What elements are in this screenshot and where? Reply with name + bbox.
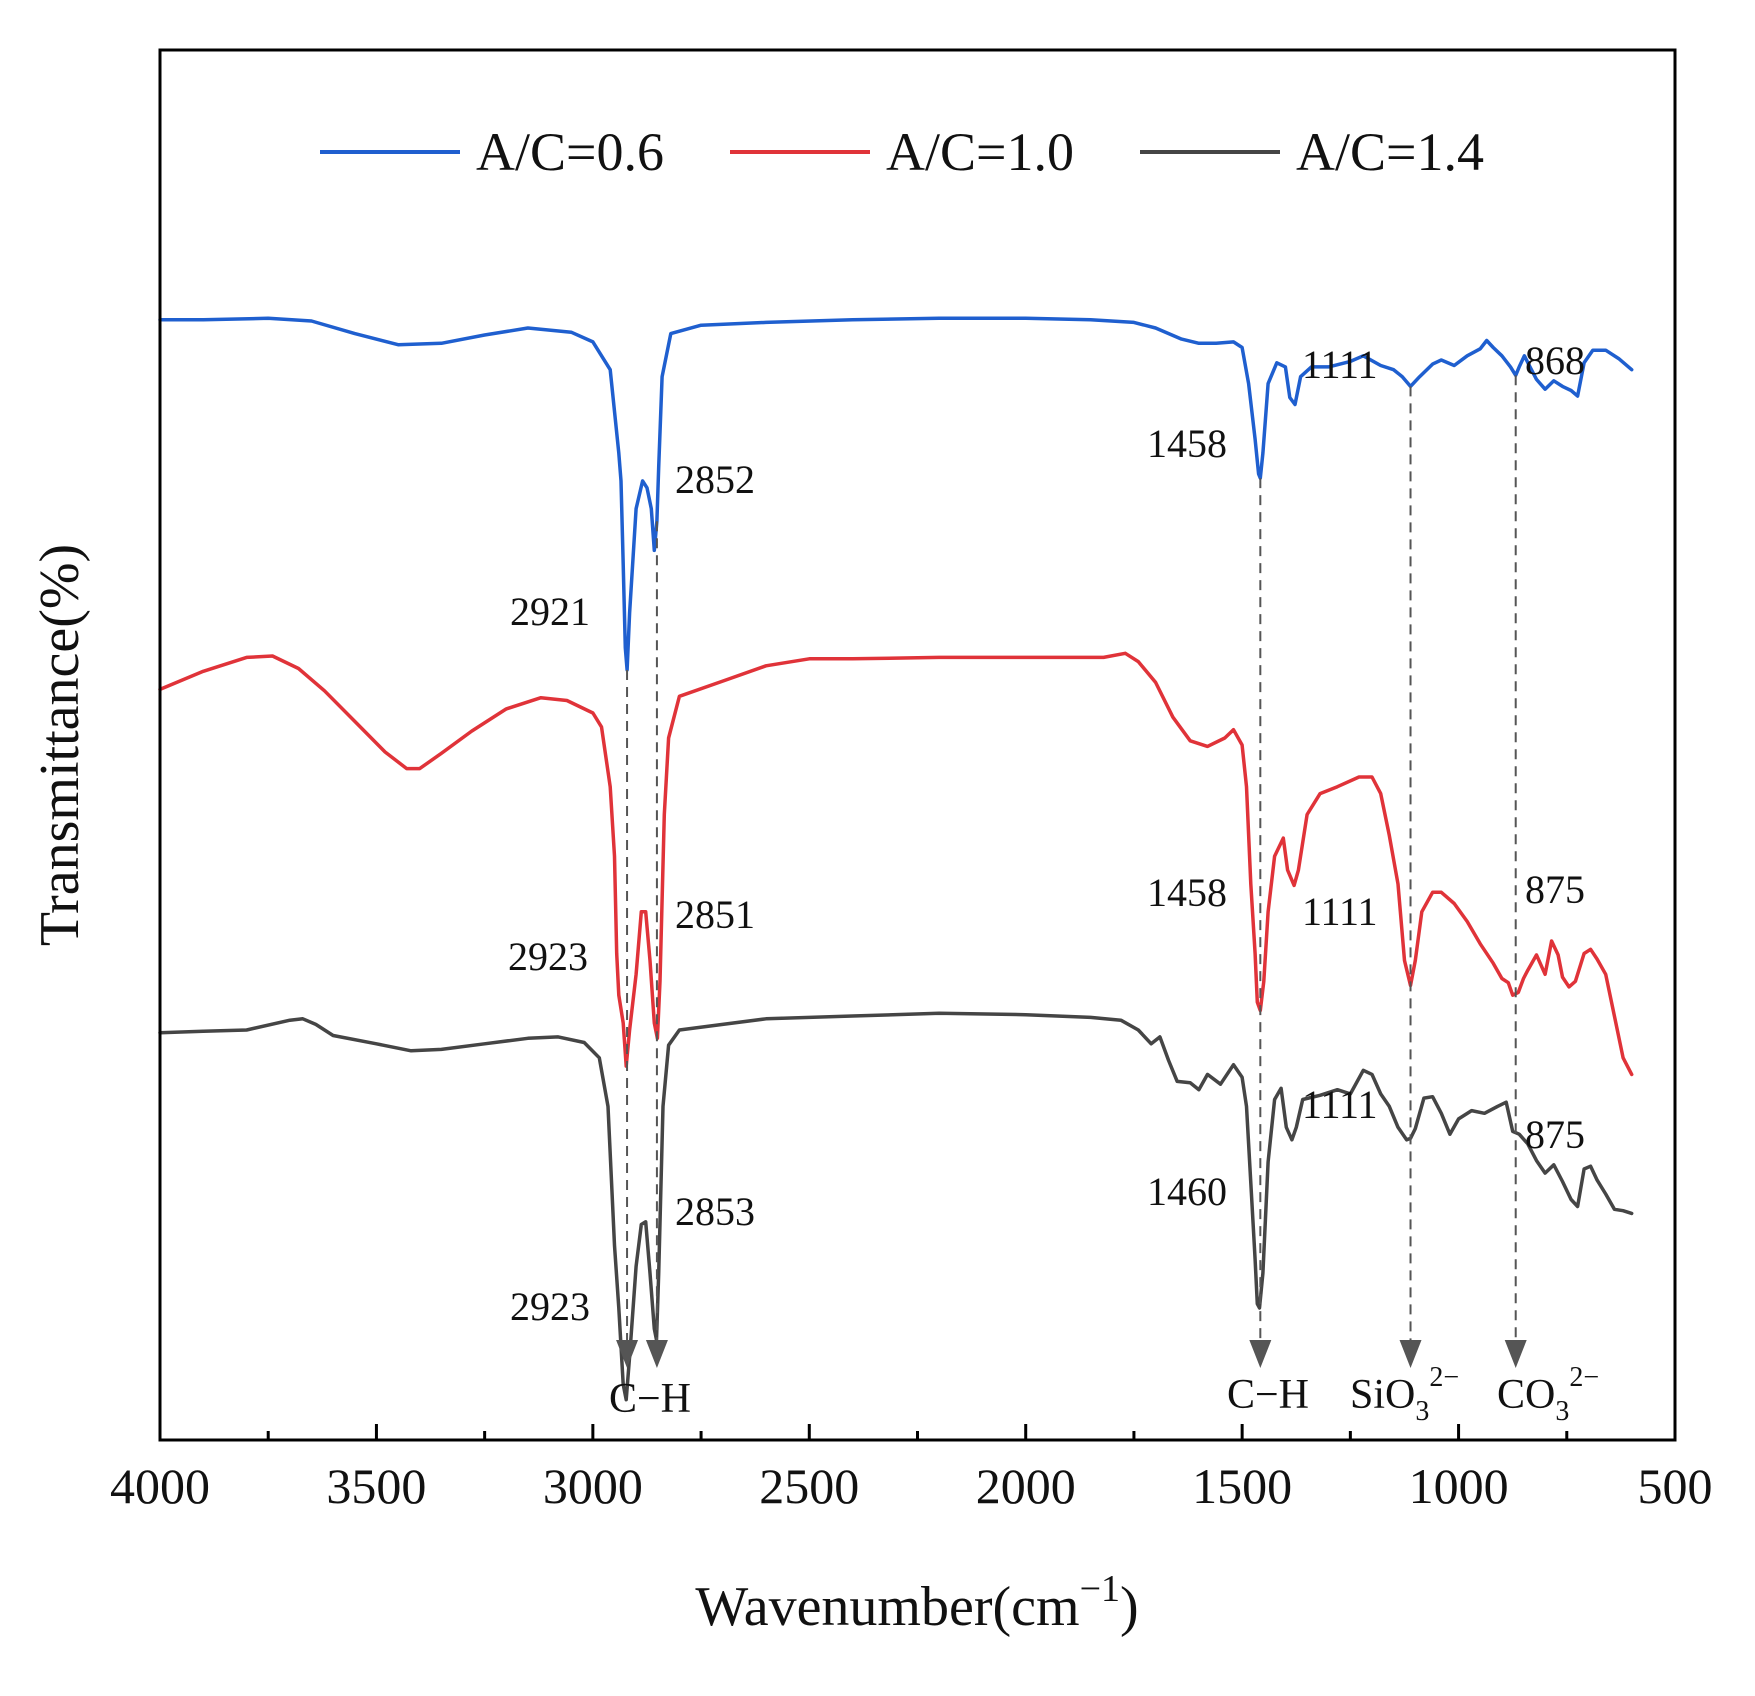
peak-label-1458-1.0: 1458 [1147,870,1227,915]
x-tick-label-500: 500 [1638,1458,1713,1514]
x-tick-label-1000: 1000 [1409,1458,1509,1514]
group-label-ch-1: C−H [1227,1372,1309,1418]
peak-label-2921-0.6: 2921 [510,589,590,634]
series-line-0.6 [158,316,1634,672]
legend-label-0.6: A/C=0.6 [476,122,664,182]
x-axis-title: Wavenumber(cm−1) [695,1568,1138,1638]
peak-label-2923-1.4: 2923 [510,1284,590,1329]
marker-layer [616,375,1527,1368]
group-label-main: SiO [1350,1372,1415,1418]
group-label-main: C−H [1227,1372,1309,1418]
peak-label-875-1.4: 875 [1525,1112,1585,1157]
series-line-1.4 [158,1011,1634,1402]
x-axis-title-main: Wavenumber(cm [695,1576,1079,1638]
y-axis-title: Transmittance(%) [29,544,91,946]
peak-label-1111-1.0: 1111 [1302,889,1378,934]
marker-arrow-868 [1504,1340,1527,1368]
group-label-subscript: 3 [1555,1396,1569,1427]
group-label-main: C−H [609,1376,691,1422]
x-axis-title-close: ) [1120,1576,1139,1638]
peak-label-1460-1.4: 1460 [1147,1169,1227,1214]
marker-arrow-2852 [645,1340,668,1368]
tick-layer: 4000 3500 3000 2500 2000 1500 1000 500 [110,1424,1713,1514]
marker-arrow-1111 [1399,1340,1422,1368]
peak-label-1111-1.4: 1111 [1302,1082,1378,1127]
group-label-ch-0: C−H [609,1376,691,1422]
series-layer [158,316,1634,1402]
group-label-superscript: 2− [1429,1362,1459,1393]
peak-label-875-1.0: 875 [1525,867,1585,912]
marker-arrow-1458 [1249,1340,1272,1368]
x-axis-title-exponent: −1 [1080,1568,1120,1610]
x-tick-label-3500: 3500 [326,1458,426,1514]
group-label-subscript: 3 [1415,1396,1429,1427]
legend-label-1.4: A/C=1.4 [1296,122,1484,182]
x-tick-label-2500: 2500 [759,1458,859,1514]
group-label-main: CO [1497,1372,1555,1418]
marker-arrow-2921 [616,1340,639,1368]
legend-label-1.0: A/C=1.0 [886,122,1074,182]
label-layer: 2921 2852 1458 1111 868 2923 2851 1458 1111 875 29… [508,338,1599,1427]
peak-label-1111-0.6: 1111 [1302,342,1378,387]
plot-frame [158,48,1677,1442]
peak-label-2851-1.0: 2851 [675,892,755,937]
x-tick-label-2000: 2000 [976,1458,1076,1514]
peak-label-2852-0.6: 2852 [675,457,755,502]
x-tick-label-4000: 4000 [110,1458,210,1514]
group-label-sio3-2: SiO32− [1350,1362,1459,1427]
peak-label-2923-1.0: 2923 [508,934,588,979]
peak-label-1458-0.6: 1458 [1147,421,1227,466]
legend: A/C=0.6 A/C=1.0 A/C=1.4 [320,122,1484,182]
peak-label-2853-1.4: 2853 [675,1189,755,1234]
series-line-1.0 [158,651,1634,1077]
peak-label-868-0.6: 868 [1525,338,1585,383]
x-tick-label-1500: 1500 [1192,1458,1292,1514]
group-label-superscript: 2− [1569,1362,1599,1393]
group-label-co3-3: CO32− [1497,1362,1599,1427]
x-tick-label-3000: 3000 [543,1458,643,1514]
